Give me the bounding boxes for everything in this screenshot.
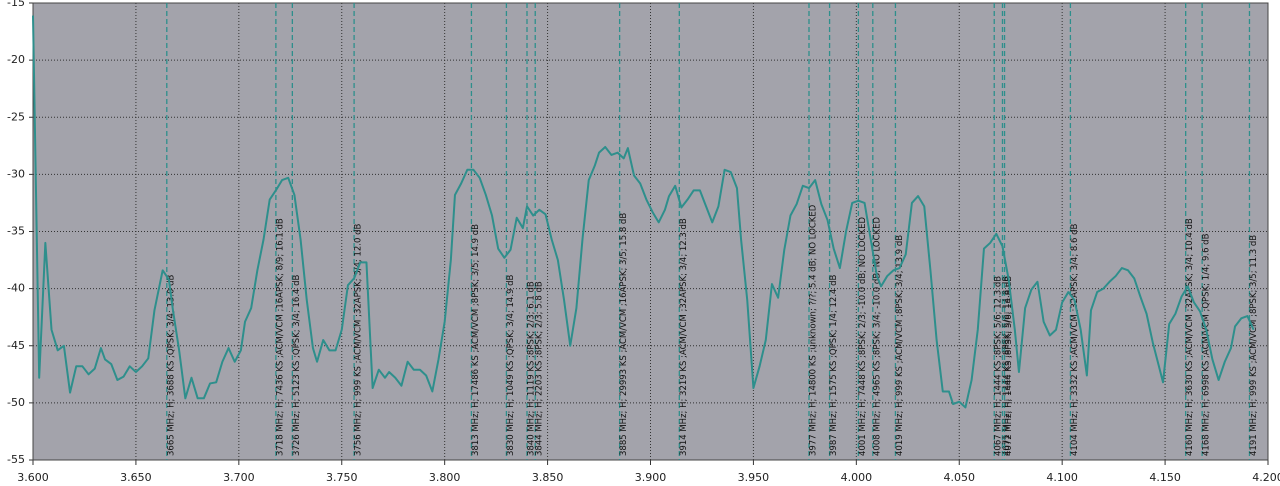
marker-label: 4072 MHz; H; 1444 KS ;8PSK; 5/6; 14.8 dB	[1004, 276, 1014, 456]
x-tick-label: 3.950	[738, 471, 770, 484]
marker-label: 4104 MHz; H; 3332 KS ;ACM/VCM ;32APSK; 3…	[1070, 223, 1080, 456]
spectrum-line	[32, 15, 1255, 409]
x-tick-label: 3.700	[223, 471, 255, 484]
marker-label: 3840 MHz; H; 1119 KS ;8PSK; 2/3; 6.1 dB	[527, 281, 537, 456]
plot-frame	[32, 2, 1269, 461]
marker-label: 3914 MHz; H; 3219 KS ;ACM/VCM ;32APSK; 3…	[679, 218, 689, 456]
marker-label: 3726 MHz; H; 5123 KS ;QPSK; 3/4; 16.4 dB	[292, 274, 302, 456]
marker-label: 3830 MHz; H; 1049 KS ;QPSK; 3/4; 14.9 dB	[506, 274, 516, 456]
marker-label: 4071 MHz; H; 1444 KS ;8PSK; 5/6; 14.8 dB	[1002, 276, 1012, 456]
marker-label: 3665 MHz; H; 3688 KS ;QPSK; 3/4; 13.0 dB	[166, 274, 176, 456]
marker-label: 3885 MHz; H; 29993 KS ;ACM/VCM ;16APSK; …	[619, 213, 629, 456]
marker-label: 4008 MHz; H; 4965 KS ;8PSK; 3/4; -10.0 d…	[872, 217, 882, 456]
marker-label: 4191 MHz; H; 999 KS ;ACM/VCM ;8PSK; 3/5;…	[1249, 235, 1259, 456]
x-tick-label: 4.050	[944, 471, 976, 484]
marker-label: 3756 MHz; H; 999 KS ;ACM/VCM ;32APSK; 3/…	[354, 223, 364, 456]
x-tick-label: 4.200	[1252, 471, 1280, 484]
marker-label: 3844 MHz; H; 2203 KS ;8PSK; 2/3; 5.8 dB	[535, 281, 545, 456]
y-tick-label: -55	[7, 453, 25, 466]
x-tick-label: 3.650	[120, 471, 152, 484]
y-tick-label: -30	[7, 167, 25, 180]
x-tick-label: 3.850	[532, 471, 564, 484]
x-tick-label: 4.000	[841, 471, 873, 484]
marker-label: 4067 MHz; H; 1444 KS ;8PSK; 5/6; 12.3 dB	[994, 276, 1004, 456]
y-tick-label: -15	[7, 0, 25, 9]
y-tick-label: -35	[7, 225, 25, 238]
y-tick-label: -25	[7, 110, 25, 123]
x-tick-label: 4.150	[1149, 471, 1181, 484]
marker-label: 3718 MHz; H; 7436 KS ;ACM/VCM ;16APSK; 8…	[275, 218, 285, 456]
marker-label: 3987 MHz; H; 1575 KS ;QPSK; 1/4; 12.4 dB	[829, 274, 839, 456]
marker-label: 3977 MHz; H; 14800 KS ;unknown; ?/?; 5.4…	[808, 204, 818, 456]
x-tick-label: 3.900	[635, 471, 667, 484]
marker-label: 4168 MHz; H; 6998 KS ;ACM/VCM ;QPSK; 1/4…	[1202, 233, 1212, 456]
marker-label: 4160 MHz; H; 3630 KS ;ACM/VCM ;32APSK; 3…	[1185, 218, 1195, 456]
y-tick-label: -20	[7, 53, 25, 66]
marker-label: 3813 MHz; H; 17486 KS ;ACM/VCM ;8PSK; 3/…	[471, 224, 481, 456]
y-tick-label: -40	[7, 282, 25, 295]
x-tick-label: 3.800	[429, 471, 461, 484]
marker-label: 4019 MHz; H; 999 KS ;ACM/VCM ;8PSK; 3/4;…	[895, 235, 905, 456]
y-tick-label: -45	[7, 339, 25, 352]
x-tick-label: 3.600	[17, 471, 49, 484]
y-tick-label: -50	[7, 396, 25, 409]
marker-label: 4001 MHz; H; 7448 KS ;8PSK; 2/3; -10.0 d…	[858, 217, 868, 456]
x-tick-label: 3.750	[326, 471, 358, 484]
x-tick-label: 4.100	[1046, 471, 1078, 484]
